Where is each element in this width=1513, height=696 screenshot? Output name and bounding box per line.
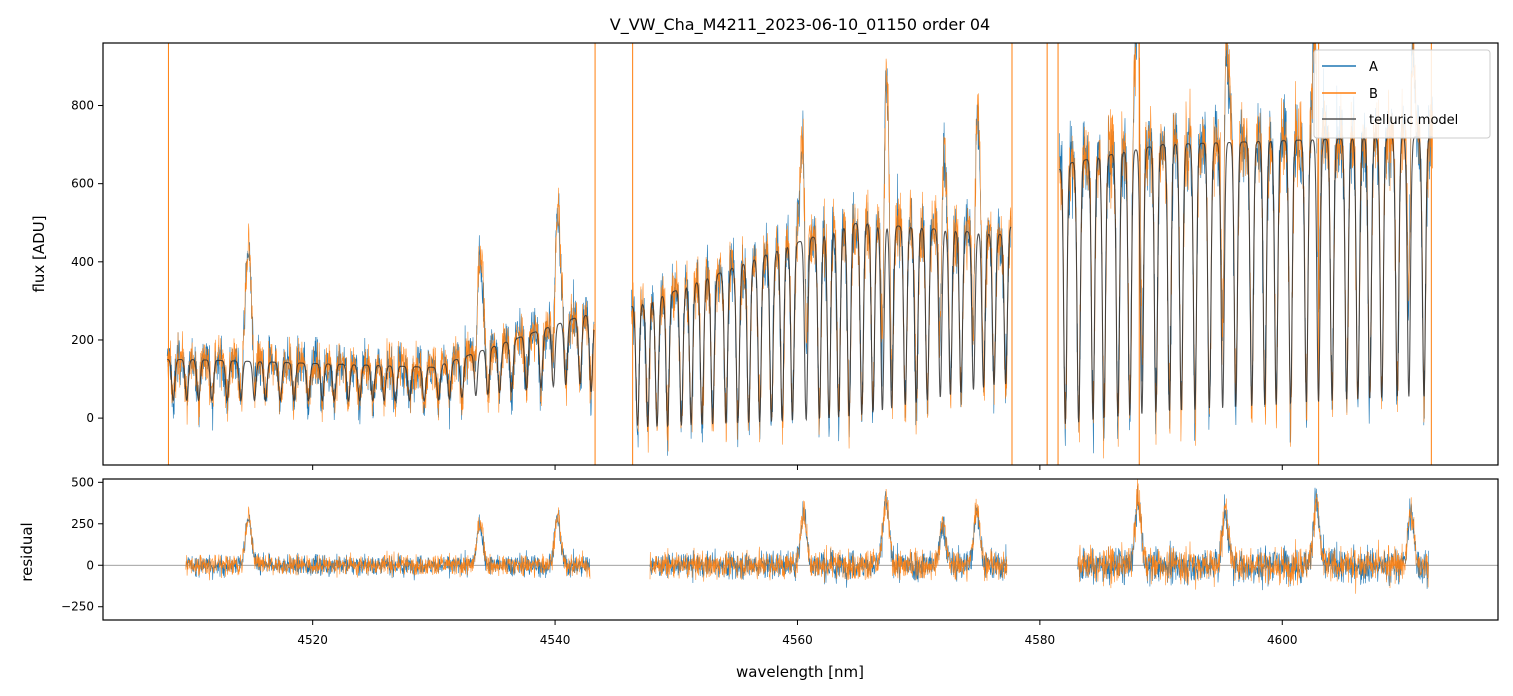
x-tick-label: 4560 (782, 633, 813, 647)
legend-label-b: B (1369, 87, 1378, 102)
top-y-axis-label: flux [ADU] (30, 215, 48, 292)
bottom-y-tick-label: 0 (86, 558, 94, 572)
top-y-tick-label: 800 (71, 99, 94, 113)
top-panel-frame (102, 42, 1499, 466)
x-axis-label: wavelength [nm] (736, 663, 864, 681)
residual-b-line (649, 488, 1008, 583)
axes-ticks: 4520 4540 4560 4580 4600 0 200 400 600 800 −250 0 25… (61, 99, 1298, 647)
residual-b-line (1077, 479, 1429, 594)
bottom-y-tick-label: 250 (71, 517, 94, 531)
series-b-line (631, 58, 1012, 453)
series-b-line (167, 187, 595, 426)
top-y-tick-label: 600 (71, 177, 94, 191)
bottom-y-tick-label: −250 (61, 600, 94, 614)
bottom-y-axis-label: residual (18, 522, 36, 581)
x-tick-label: 4540 (540, 633, 571, 647)
legend: A B telluric model (1313, 49, 1491, 139)
telluric-model-line (1058, 136, 1433, 424)
bottom-panel-data (103, 479, 1498, 594)
series-a-line (166, 193, 595, 431)
legend-box (1313, 49, 1491, 139)
top-y-tick-label: 0 (86, 411, 94, 425)
residual-b-line (185, 506, 591, 581)
telluric-model-line (167, 314, 595, 403)
bottom-panel-frame (102, 478, 1499, 621)
residual-a-line (1077, 485, 1429, 591)
top-y-tick-label: 400 (71, 255, 94, 269)
telluric-model-line (631, 223, 1012, 428)
bottom-y-tick-label: 500 (71, 475, 94, 489)
x-tick-label: 4580 (1025, 633, 1056, 647)
x-tick-label: 4600 (1267, 633, 1298, 647)
chart-title: V_VW_Cha_M4211_2023-06-10_01150 order 04 (610, 15, 990, 35)
x-tick-label: 4520 (297, 633, 328, 647)
top-y-tick-label: 200 (71, 333, 94, 347)
legend-label-model: telluric model (1369, 113, 1458, 128)
legend-label-a: A (1369, 60, 1378, 75)
top-panel-data (166, 43, 1433, 465)
